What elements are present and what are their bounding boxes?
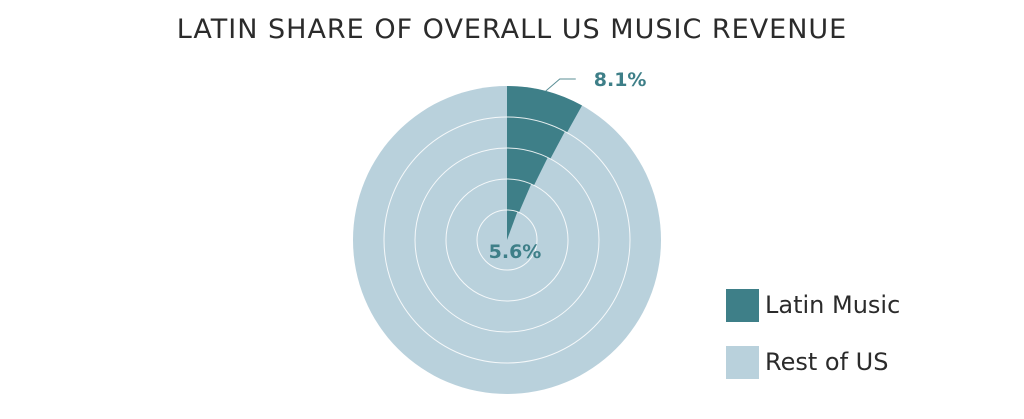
legend-swatch-latin-music xyxy=(726,288,759,322)
ring-divider xyxy=(476,209,538,271)
ring-divider xyxy=(445,178,569,302)
legend-label-rest-of-us: Rest of US xyxy=(765,348,889,376)
latin-wedge-ring-4 xyxy=(507,117,565,159)
legend-item-rest-of-us: Rest of US xyxy=(726,344,900,380)
ring-divider xyxy=(414,147,600,333)
latin-wedge-ring-5 xyxy=(507,86,583,133)
chart-title: LATIN SHARE OF OVERALL US MUSIC REVENUE xyxy=(176,14,848,45)
ring-dividers xyxy=(383,116,631,364)
outer-data-label: 8.1% xyxy=(594,69,647,91)
legend-label-latin-music: Latin Music xyxy=(765,291,901,319)
outer-label-leader-line xyxy=(545,78,576,92)
legend: Latin Music Rest of US xyxy=(726,287,900,401)
latin-wedges xyxy=(507,86,583,240)
ring-divider xyxy=(383,116,631,364)
latin-wedge-ring-1 xyxy=(507,210,518,240)
latin-wedge-ring-3 xyxy=(507,148,548,186)
inner-data-label: 5.6% xyxy=(489,241,542,263)
legend-swatch-rest-of-us xyxy=(726,345,759,379)
legend-item-latin-music: Latin Music xyxy=(726,287,900,323)
latin-wedge-ring-2 xyxy=(507,179,532,213)
